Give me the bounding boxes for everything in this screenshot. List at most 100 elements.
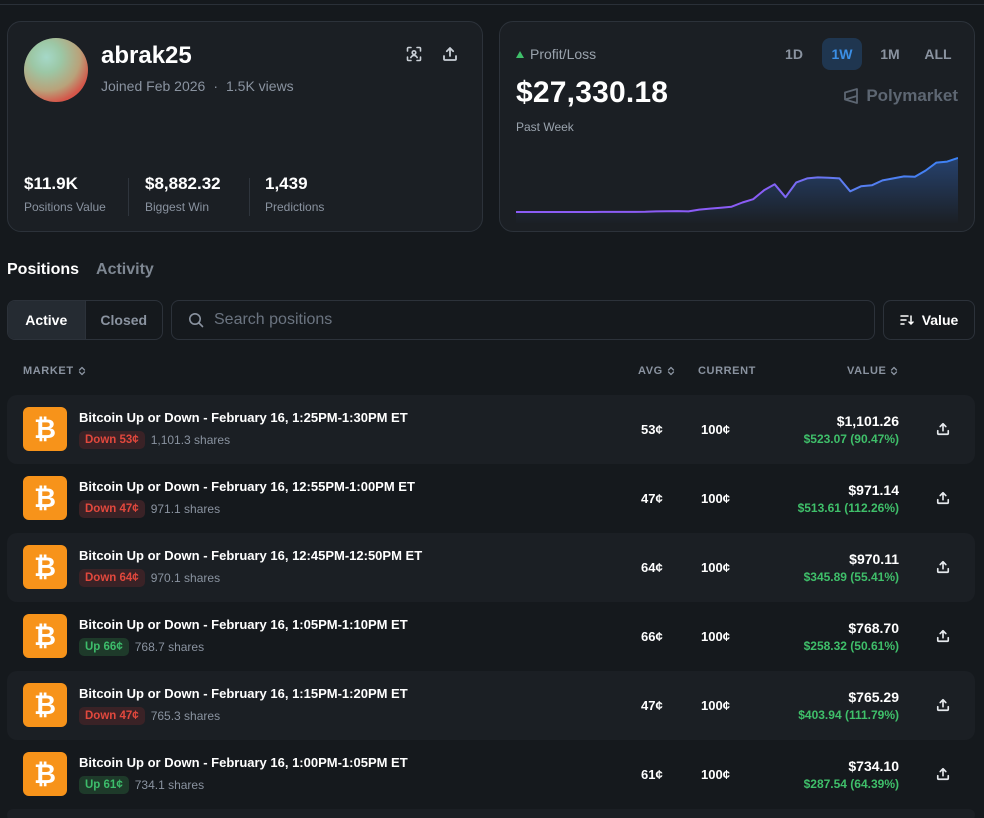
- market-title[interactable]: Bitcoin Up or Down - February 16, 1:00PM…: [79, 755, 408, 770]
- profile-meta: Joined Feb 2026 · 1.5K views: [101, 78, 294, 94]
- search-input[interactable]: [214, 311, 814, 329]
- market-title[interactable]: Bitcoin Up or Down - February 16, 1:25PM…: [79, 410, 408, 425]
- section-tabs: Positions Activity: [7, 261, 154, 279]
- pnl-card: Profit/Loss $27,330.18 Past Week 1D 1W 1…: [499, 21, 975, 232]
- filter-active-button[interactable]: Active: [8, 301, 86, 339]
- stat-positions-value: $11.9K Positions Value: [24, 174, 106, 214]
- upload-icon[interactable]: [440, 44, 460, 64]
- range-tab-1m[interactable]: 1M: [880, 46, 900, 62]
- pnl-chart: [516, 157, 958, 224]
- brand-name: Polymarket: [866, 86, 958, 105]
- market-title[interactable]: Bitcoin Up or Down - February 16, 1:15PM…: [79, 686, 408, 701]
- brand-logo: Polymarket: [842, 86, 958, 106]
- outcome-badge: Down 47¢: [79, 707, 145, 725]
- table-row-partial: [7, 809, 975, 818]
- share-count: 1,101.3 shares: [150, 433, 231, 447]
- profile-username: abrak25: [101, 42, 192, 69]
- polymarket-icon: [844, 88, 859, 104]
- avg-price: 66¢: [641, 629, 663, 644]
- status-toggle: Active Closed: [7, 300, 163, 340]
- avatar[interactable]: [24, 38, 88, 102]
- outcome-badge: Down 47¢: [79, 500, 145, 518]
- table-row[interactable]: ₿ Bitcoin Up or Down - February 16, 1:15…: [7, 671, 975, 740]
- range-tab-1d[interactable]: 1D: [785, 46, 803, 62]
- position-gain: $345.89 (55.41%): [803, 570, 899, 584]
- sort-toggle-icon: [891, 366, 898, 376]
- bitcoin-icon: ₿: [23, 476, 67, 520]
- position-meta: Down 47¢ 971.1 shares: [79, 500, 220, 518]
- search-box: [171, 300, 875, 340]
- column-header-value[interactable]: VALUE: [847, 365, 898, 377]
- stat-divider: [249, 178, 250, 216]
- current-price: 100¢: [701, 767, 730, 782]
- position-gain: $258.32 (50.61%): [803, 639, 899, 653]
- position-meta: Up 66¢ 768.7 shares: [79, 638, 204, 656]
- share-count: 768.7 shares: [134, 640, 205, 654]
- stat-biggest-win: $8,882.32 Biggest Win: [145, 174, 221, 214]
- triangle-up-icon: [516, 50, 524, 58]
- position-value: $734.10: [848, 758, 899, 774]
- range-tab-all[interactable]: ALL: [924, 46, 952, 62]
- table-row[interactable]: ₿ Bitcoin Up or Down - February 16, 12:5…: [7, 464, 975, 533]
- column-header-label: AVG: [638, 365, 663, 377]
- position-value: $971.14: [848, 482, 899, 498]
- upload-icon[interactable]: [933, 695, 953, 715]
- market-title[interactable]: Bitcoin Up or Down - February 16, 12:55P…: [79, 479, 415, 494]
- scan-icon[interactable]: [404, 44, 424, 64]
- sort-label: Value: [921, 312, 959, 328]
- chart-area: [516, 158, 958, 224]
- sort-button[interactable]: Value: [883, 300, 975, 340]
- column-header-avg[interactable]: AVG: [638, 365, 675, 377]
- positions-table: ₿ Bitcoin Up or Down - February 16, 1:25…: [7, 395, 975, 818]
- upload-icon[interactable]: [933, 419, 953, 439]
- share-count: 971.1 shares: [150, 502, 221, 516]
- table-row[interactable]: ₿ Bitcoin Up or Down - February 16, 1:25…: [7, 395, 975, 464]
- filter-closed-button[interactable]: Closed: [100, 312, 148, 328]
- outcome-badge: Down 64¢: [79, 569, 145, 587]
- table-row[interactable]: ₿ Bitcoin Up or Down - February 16, 1:05…: [7, 602, 975, 671]
- pnl-label: Profit/Loss: [516, 46, 596, 62]
- column-header-label: CURRENT: [698, 365, 756, 377]
- table-row[interactable]: ₿ Bitcoin Up or Down - February 16, 12:4…: [7, 533, 975, 602]
- sort-toggle-icon: [78, 366, 85, 376]
- column-header-label: VALUE: [847, 365, 887, 377]
- avg-price: 64¢: [641, 560, 663, 575]
- column-header-label: MARKET: [23, 365, 74, 377]
- tab-positions[interactable]: Positions: [7, 261, 80, 278]
- tab-activity[interactable]: Activity: [96, 261, 154, 278]
- position-value: $1,101.26: [836, 413, 899, 429]
- bitcoin-icon: ₿: [23, 545, 67, 589]
- position-meta: Down 47¢ 765.3 shares: [79, 707, 220, 725]
- upload-icon[interactable]: [933, 626, 953, 646]
- outcome-badge: Up 61¢: [79, 776, 129, 794]
- stat-label: Positions Value: [24, 200, 106, 214]
- position-value: $765.29: [848, 689, 899, 705]
- current-price: 100¢: [701, 422, 730, 437]
- current-price: 100¢: [701, 560, 730, 575]
- pnl-amount: $27,330.18: [516, 76, 669, 109]
- column-header-market[interactable]: MARKET: [23, 365, 86, 377]
- position-value: $768.70: [848, 620, 899, 636]
- stat-label: Biggest Win: [145, 200, 210, 214]
- upload-icon[interactable]: [933, 488, 953, 508]
- sort-icon: [899, 315, 914, 326]
- profile-card: abrak25 Joined Feb 2026 · 1.5K views $11…: [7, 21, 483, 232]
- market-title[interactable]: Bitcoin Up or Down - February 16, 12:45P…: [79, 548, 423, 563]
- bitcoin-icon: ₿: [23, 752, 67, 796]
- search-icon: [189, 313, 204, 328]
- market-title[interactable]: Bitcoin Up or Down - February 16, 1:05PM…: [79, 617, 408, 632]
- pnl-period: Past Week: [516, 120, 574, 134]
- stat-divider: [128, 178, 129, 216]
- stat-value: $11.9K: [24, 174, 78, 193]
- bitcoin-icon: ₿: [23, 614, 67, 658]
- stat-value: 1,439: [265, 174, 308, 193]
- current-price: 100¢: [701, 491, 730, 506]
- avg-price: 47¢: [641, 698, 663, 713]
- column-header-current: CURRENT: [698, 365, 756, 377]
- position-gain: $403.94 (111.79%): [798, 708, 899, 722]
- upload-icon[interactable]: [933, 557, 953, 577]
- upload-icon[interactable]: [933, 764, 953, 784]
- range-tab-1w[interactable]: 1W: [822, 38, 862, 70]
- current-price: 100¢: [701, 629, 730, 644]
- table-row[interactable]: ₿ Bitcoin Up or Down - February 16, 1:00…: [7, 740, 975, 809]
